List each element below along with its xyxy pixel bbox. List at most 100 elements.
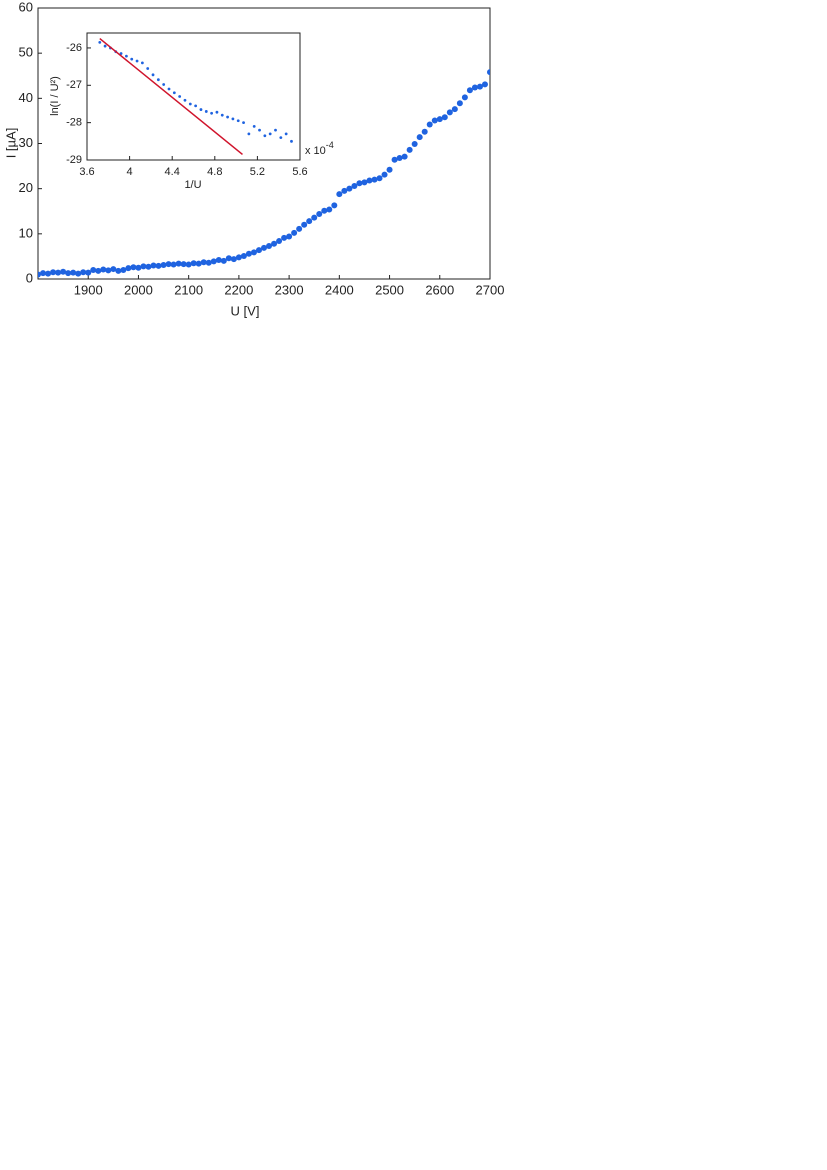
data-point <box>230 256 237 263</box>
data-point <box>172 91 176 95</box>
data-point <box>255 247 262 254</box>
data-point <box>411 140 418 147</box>
data-point <box>376 175 383 182</box>
data-point <box>461 94 468 101</box>
data-point <box>135 264 142 271</box>
data-point <box>125 54 128 58</box>
data-point <box>242 121 245 125</box>
data-point <box>70 269 77 276</box>
data-point <box>215 257 222 264</box>
data-point <box>60 268 67 275</box>
data-point <box>268 132 272 136</box>
data-point <box>90 266 97 273</box>
data-point <box>290 139 293 143</box>
data-point <box>331 202 338 209</box>
data-point <box>235 254 242 261</box>
data-point <box>366 177 373 184</box>
data-point <box>220 257 227 264</box>
data-point <box>406 146 413 153</box>
data-point <box>346 185 353 192</box>
x-tick-label: 5.6 <box>292 166 307 178</box>
data-point <box>431 117 438 124</box>
plot-marks <box>98 38 293 155</box>
data-point <box>130 264 137 271</box>
data-point <box>145 263 152 270</box>
data-point <box>220 113 224 117</box>
data-point <box>381 171 388 178</box>
data-point <box>140 263 147 270</box>
data-point <box>487 69 490 76</box>
data-point <box>258 128 261 132</box>
data-point <box>105 267 112 274</box>
data-point <box>167 87 171 91</box>
data-point <box>456 100 463 107</box>
data-point <box>119 52 123 55</box>
data-point <box>481 81 488 88</box>
data-point <box>316 210 323 217</box>
data-point <box>421 128 428 135</box>
data-point <box>351 182 358 189</box>
data-point <box>50 269 57 276</box>
data-point <box>436 116 443 123</box>
data-point <box>371 176 378 183</box>
data-point <box>225 255 232 262</box>
data-point <box>291 229 298 236</box>
data-point <box>321 207 328 214</box>
data-point <box>125 265 132 272</box>
data-point <box>226 115 229 119</box>
data-point <box>274 128 277 132</box>
data-point <box>356 180 363 187</box>
data-point <box>151 73 155 77</box>
data-point <box>190 260 197 267</box>
x-multiplier: x 10-4 <box>305 140 334 157</box>
data-point <box>40 270 47 277</box>
data-point <box>156 78 160 82</box>
data-point <box>155 262 162 269</box>
y-tick-label: 60 <box>19 0 33 14</box>
data-point <box>75 270 82 277</box>
inset-y-axis-label: ln(I / U²) <box>49 76 61 116</box>
data-point <box>195 260 202 267</box>
data-point <box>95 267 102 274</box>
x-tick-label: 2400 <box>325 282 354 297</box>
data-point <box>361 179 368 186</box>
data-point <box>165 261 172 268</box>
data-point <box>252 124 256 128</box>
data-point <box>103 44 107 48</box>
inset-x-axis-label: 1/U <box>184 179 201 191</box>
data-point <box>160 261 167 268</box>
data-point <box>45 270 52 277</box>
data-point <box>162 83 166 86</box>
y-tick-label: -29 <box>66 154 82 166</box>
y-tick-label: -28 <box>66 117 82 129</box>
data-point <box>210 111 214 115</box>
inset-chart: 3.6 4 4.4 4.8 5.2 5.6 -29 -28 -27 -26 1/U ln(I / U²… <box>49 32 334 191</box>
data-point <box>476 83 483 90</box>
x-tick-label: 4.4 <box>165 166 180 178</box>
data-point <box>451 106 458 113</box>
data-point <box>396 154 403 161</box>
x-tick-label: 2600 <box>425 282 454 297</box>
data-point <box>261 244 267 251</box>
data-point <box>466 87 473 94</box>
data-point <box>446 109 453 116</box>
data-point <box>85 269 92 276</box>
data-point <box>284 132 288 136</box>
x-tick-label: 2300 <box>275 282 304 297</box>
data-point <box>416 134 423 141</box>
data-point <box>110 266 117 273</box>
data-point <box>200 259 207 266</box>
y-tick-label: -26 <box>66 42 82 54</box>
x-tick-label: 2100 <box>174 282 203 297</box>
data-point <box>188 102 192 106</box>
data-point <box>204 110 208 113</box>
data-point <box>210 258 217 265</box>
data-point <box>263 134 267 138</box>
data-point <box>281 234 288 241</box>
x-axis-label: U [V] <box>231 303 260 318</box>
data-point <box>115 267 122 274</box>
data-point <box>194 104 198 108</box>
data-point <box>236 119 240 123</box>
y-tick-label: 30 <box>19 135 33 150</box>
